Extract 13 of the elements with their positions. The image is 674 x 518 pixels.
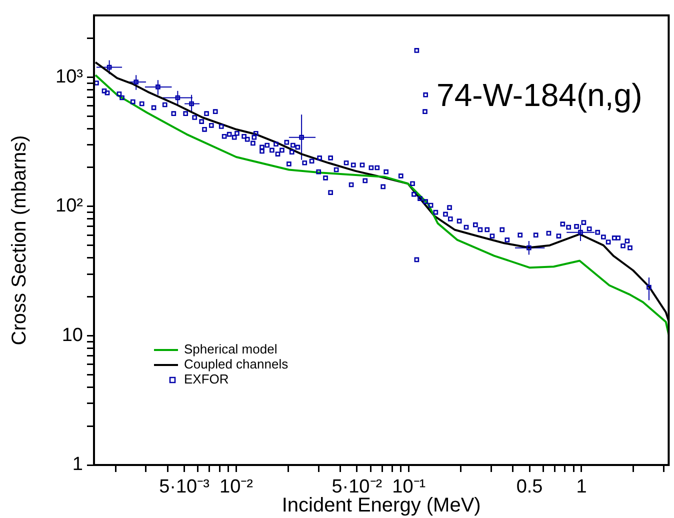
x-tick-label: 0.5 xyxy=(516,476,543,498)
x-tick-label: 10⁻² xyxy=(220,476,253,498)
legend-label: Spherical model xyxy=(184,342,278,357)
x-tick-label: 1 xyxy=(576,476,587,498)
y-tick-label: 10 xyxy=(62,324,83,346)
text: 74-W-184(n,g) xyxy=(436,77,642,114)
y-tick-label: 10² xyxy=(56,196,83,217)
legend-label: Coupled channels xyxy=(184,356,289,372)
y-axis-title: Cross Section (mbarns) xyxy=(8,135,31,346)
y-tick-label: 1 xyxy=(72,454,83,476)
legend-label: EXFOR xyxy=(184,372,229,387)
x-tick-label: 5·10⁻³ xyxy=(159,476,210,498)
y-tick-label: 10³ xyxy=(56,66,83,88)
